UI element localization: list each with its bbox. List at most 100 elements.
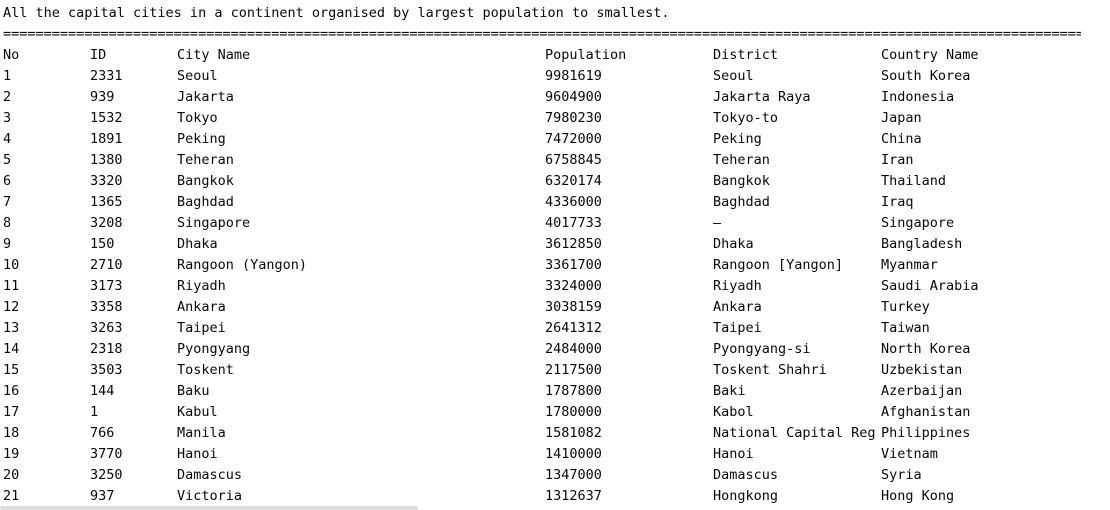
cell-no: 7 <box>3 194 12 210</box>
cell-population: 7980230 <box>545 110 602 126</box>
cell-id: 150 <box>90 236 115 252</box>
cell-no: 13 <box>3 320 20 336</box>
cell-id: 144 <box>90 383 115 399</box>
cell-country-name: Iran <box>881 152 914 168</box>
cell-population: 9604900 <box>545 89 602 105</box>
cell-country-name: Turkey <box>881 299 930 315</box>
cell-district: Baki <box>713 383 746 399</box>
cell-population: 4017733 <box>545 215 602 231</box>
cell-id: 3173 <box>90 278 123 294</box>
cell-country-name: Indonesia <box>881 89 955 105</box>
cell-district: Hongkong <box>713 488 779 504</box>
cell-id: 3250 <box>90 467 123 483</box>
cell-country-name: Hong Kong <box>881 488 955 504</box>
cell-district: Taipei <box>713 320 762 336</box>
cell-city-name: Dhaka <box>177 236 218 252</box>
cell-district: Pyongyang-si <box>713 341 811 357</box>
cell-city-name: Manila <box>177 425 226 441</box>
cell-district: – <box>713 215 722 231</box>
cell-country-name: Taiwan <box>881 320 930 336</box>
cell-population: 6758845 <box>545 152 602 168</box>
cell-id: 3770 <box>90 446 123 462</box>
header-id: ID <box>90 47 107 63</box>
cell-city-name: Teheran <box>177 152 234 168</box>
cell-no: 8 <box>3 215 12 231</box>
table-row: 12 3358 Ankara 3038159 Ankara Turkey <box>3 297 1110 318</box>
cell-no: 11 <box>3 278 20 294</box>
cell-id: 3503 <box>90 362 123 378</box>
cell-country-name: Afghanistan <box>881 404 971 420</box>
table-row: 18 766 Manila 1581082 National Capital Reg Ph… <box>3 423 1110 444</box>
table-row: 10 2710 Rangoon (Yangon) 3361700 Rangoon [Ya… <box>3 255 1110 276</box>
cell-city-name: Kabul <box>177 404 218 420</box>
cell-country-name: Syria <box>881 467 922 483</box>
cell-city-name: Victoria <box>177 488 243 504</box>
cell-population: 2117500 <box>545 362 602 378</box>
cell-city-name: Tokyo <box>177 110 218 126</box>
cell-country-name: Azerbaijan <box>881 383 963 399</box>
cell-city-name: Toskent <box>177 362 234 378</box>
cell-no: 4 <box>3 131 12 147</box>
table-row: 19 3770 Hanoi 1410000 Hanoi Vietnam <box>3 444 1110 465</box>
table-row: 5 1380 Teheran 6758845 Teheran Iran <box>3 150 1110 171</box>
cell-id: 1 <box>90 404 99 420</box>
cell-no: 15 <box>3 362 20 378</box>
table-row: 13 3263 Taipei 2641312 Taipei Taiwan <box>3 318 1110 339</box>
cell-city-name: Baku <box>177 383 210 399</box>
cell-district: Jakarta Raya <box>713 89 811 105</box>
cell-district: Riyadh <box>713 278 762 294</box>
table-row: 6 3320 Bangkok 6320174 Bangkok Thailand <box>3 171 1110 192</box>
cell-city-name: Seoul <box>177 68 218 84</box>
cell-district: Ankara <box>713 299 762 315</box>
table-row: 1 2331 Seoul 9981619 Seoul South Korea <box>3 66 1110 87</box>
cell-population: 6320174 <box>545 173 602 189</box>
cell-country-name: North Korea <box>881 341 971 357</box>
cell-id: 2710 <box>90 257 123 273</box>
cell-population: 3324000 <box>545 278 602 294</box>
horizontal-scrollbar[interactable] <box>0 506 418 510</box>
table-row: 2 939 Jakarta 9604900 Jakarta Raya Indonesia <box>3 87 1110 108</box>
table-header: No ID City Name Population District Coun… <box>3 45 1110 66</box>
cell-id: 1532 <box>90 110 123 126</box>
table-row: 16 144 Baku 1787800 Baki Azerbaijan <box>3 381 1110 402</box>
cell-country-name: Myanmar <box>881 257 938 273</box>
cell-id: 937 <box>90 488 115 504</box>
console-output: All the capital cities in a continent or… <box>3 3 1110 507</box>
cell-district: Peking <box>713 131 762 147</box>
cell-district: Seoul <box>713 68 754 84</box>
cell-country-name: Saudi Arabia <box>881 278 979 294</box>
cell-population: 3038159 <box>545 299 602 315</box>
cell-population: 1787800 <box>545 383 602 399</box>
cell-id: 1365 <box>90 194 123 210</box>
table-row: 8 3208 Singapore 4017733 – Singapore <box>3 213 1110 234</box>
cell-country-name: China <box>881 131 922 147</box>
separator-line: ========================================… <box>3 26 1081 42</box>
cell-id: 3358 <box>90 299 123 315</box>
table-row: 11 3173 Riyadh 3324000 Riyadh Saudi Arabia <box>3 276 1110 297</box>
cell-population: 1581082 <box>545 425 602 441</box>
cell-district: Bangkok <box>713 173 770 189</box>
cell-id: 939 <box>90 89 115 105</box>
cell-population: 2484000 <box>545 341 602 357</box>
cell-city-name: Rangoon (Yangon) <box>177 257 308 273</box>
cell-no: 21 <box>3 488 20 504</box>
cell-no: 19 <box>3 446 20 462</box>
cell-id: 3263 <box>90 320 123 336</box>
cell-id: 2331 <box>90 68 123 84</box>
cell-country-name: Vietnam <box>881 446 938 462</box>
cell-city-name: Bangkok <box>177 173 234 189</box>
cell-district: National Capital Reg <box>713 425 876 441</box>
cell-no: 17 <box>3 404 20 420</box>
table-row: 20 3250 Damascus 1347000 Damascus Syria <box>3 465 1110 486</box>
cell-district: Baghdad <box>713 194 770 210</box>
cell-country-name: Uzbekistan <box>881 362 963 378</box>
cell-population: 1312637 <box>545 488 602 504</box>
cell-population: 4336000 <box>545 194 602 210</box>
cell-city-name: Riyadh <box>177 278 226 294</box>
cell-district: Rangoon [Yangon] <box>713 257 844 273</box>
cell-population: 1347000 <box>545 467 602 483</box>
cell-district: Teheran <box>713 152 770 168</box>
cell-id: 2318 <box>90 341 123 357</box>
cell-city-name: Peking <box>177 131 226 147</box>
table-row: 15 3503 Toskent 2117500 Toskent Shahri Uzbeki… <box>3 360 1110 381</box>
